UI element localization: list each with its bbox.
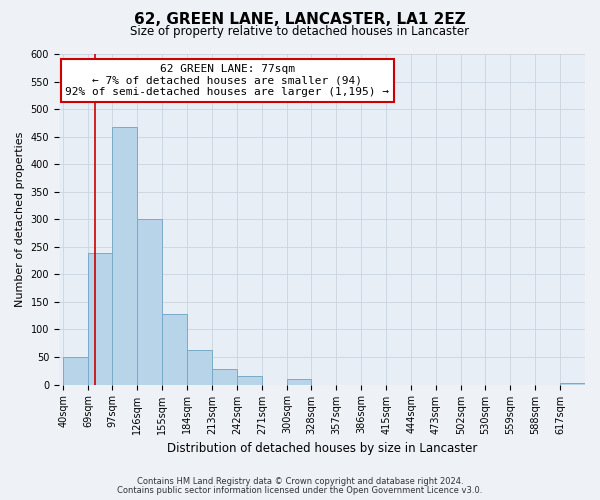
Text: Size of property relative to detached houses in Lancaster: Size of property relative to detached ho… bbox=[130, 25, 470, 38]
Text: Contains HM Land Registry data © Crown copyright and database right 2024.: Contains HM Land Registry data © Crown c… bbox=[137, 477, 463, 486]
Bar bbox=[187, 350, 212, 384]
Y-axis label: Number of detached properties: Number of detached properties bbox=[15, 132, 25, 307]
Bar bbox=[112, 126, 137, 384]
X-axis label: Distribution of detached houses by size in Lancaster: Distribution of detached houses by size … bbox=[167, 442, 477, 455]
Bar bbox=[237, 376, 262, 384]
Bar bbox=[560, 383, 585, 384]
Text: Contains public sector information licensed under the Open Government Licence v3: Contains public sector information licen… bbox=[118, 486, 482, 495]
Bar bbox=[137, 220, 162, 384]
Bar bbox=[212, 369, 237, 384]
Bar bbox=[287, 379, 311, 384]
Text: 62, GREEN LANE, LANCASTER, LA1 2EZ: 62, GREEN LANE, LANCASTER, LA1 2EZ bbox=[134, 12, 466, 28]
Text: 62 GREEN LANE: 77sqm
← 7% of detached houses are smaller (94)
92% of semi-detach: 62 GREEN LANE: 77sqm ← 7% of detached ho… bbox=[65, 64, 389, 97]
Bar bbox=[88, 254, 112, 384]
Bar bbox=[63, 357, 88, 384]
Bar bbox=[162, 314, 187, 384]
